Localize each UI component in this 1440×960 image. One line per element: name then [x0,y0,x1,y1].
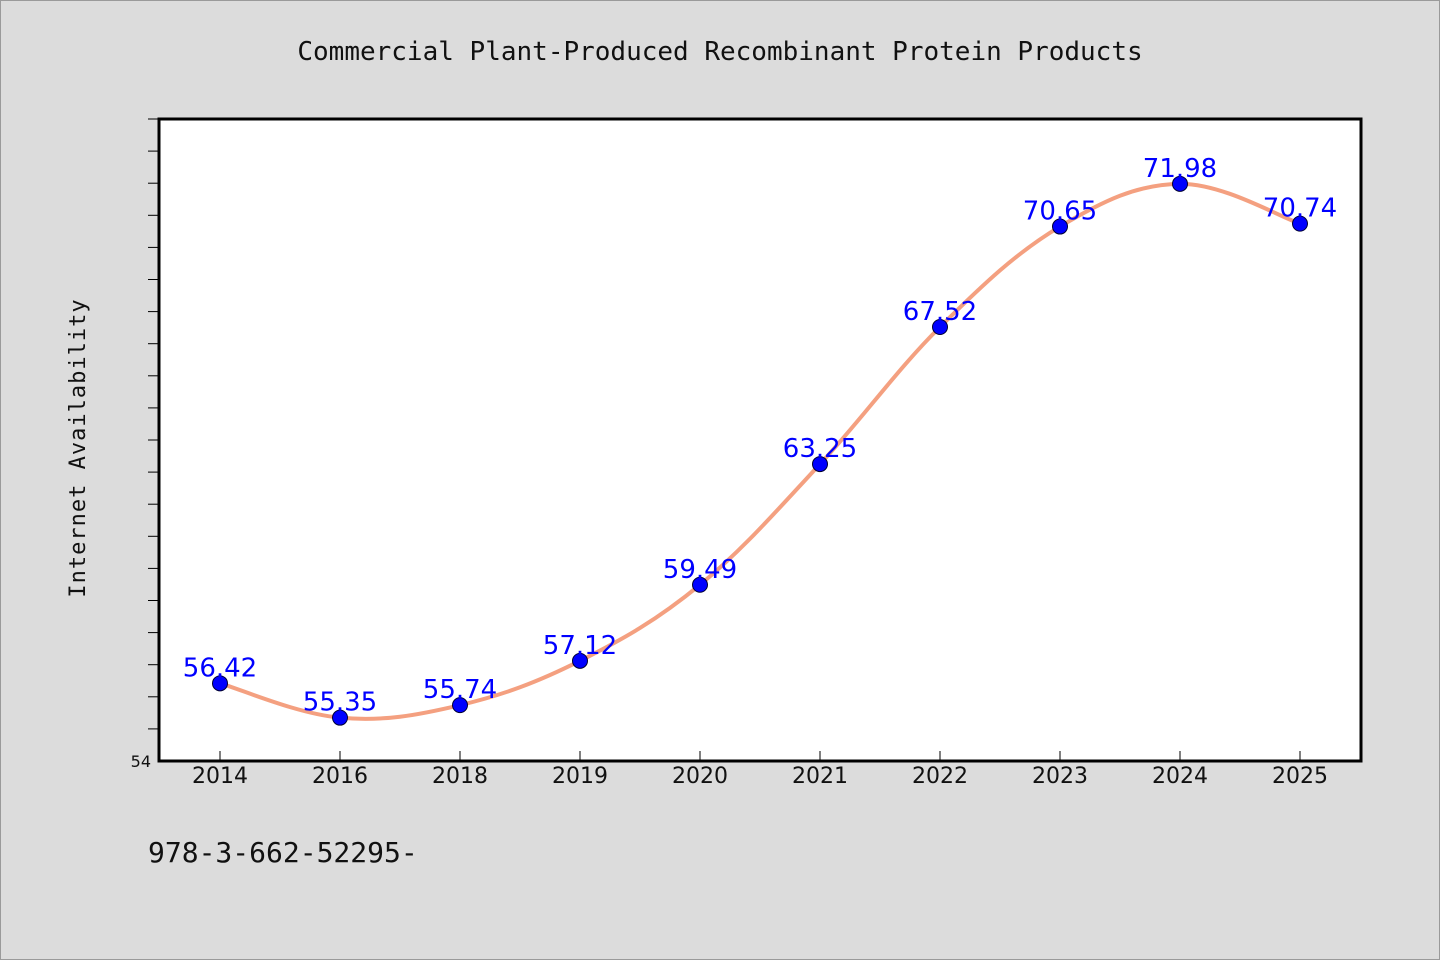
data-point [332,709,348,726]
series-line [219,181,1301,721]
data-point [1172,175,1188,192]
data-label: 70.65 [1023,197,1097,227]
data-labels-group: 56.42 55.35 55.74 57.12 59.49 63.25 67.52 70.65… [183,154,1337,718]
data-point [452,697,468,714]
plot-area [157,117,1363,763]
data-point [932,319,948,336]
x-tick-label: 2020 [672,764,728,789]
x-tick-label: 2021 [792,764,848,789]
footer-text: 978-3-662-52295- [148,836,418,869]
x-tick-label: 2025 [1272,764,1328,789]
x-axis-ticks: 2014 2016 2018 2019 2020 2021 2022 2023 2024 2025 [192,751,1328,789]
x-tick-label: 2022 [912,764,968,789]
data-label: 70.74 [1263,194,1337,224]
data-label: 63.25 [783,434,857,464]
series-line-group [219,181,1301,721]
data-point [692,576,708,593]
x-tick-label: 2019 [552,764,608,789]
data-label: 55.35 [303,688,377,718]
data-label: 59.49 [663,555,737,585]
data-point [1052,218,1068,235]
x-tick-label: 2016 [312,764,368,789]
series-points-group [212,175,1308,726]
data-point [812,456,828,473]
chart-title: Commercial Plant-Produced Recombinant Pr… [297,37,1142,67]
x-tick-label: 2018 [432,764,488,789]
y-axis-label: Internet Availability [66,298,91,597]
y-axis-ticks: 54 [131,118,159,771]
x-tick-label: 2024 [1152,764,1208,789]
data-label: 55.74 [423,675,497,705]
data-label: 71.98 [1143,154,1217,184]
x-tick-label: 2023 [1032,764,1088,789]
x-tick-label: 2014 [192,764,248,789]
data-point [572,652,588,669]
data-point [212,675,228,692]
data-label: 67.52 [903,297,977,327]
data-label: 56.42 [183,653,257,683]
y-tick-label: 54 [131,752,151,771]
data-point [1292,215,1308,232]
data-label: 57.12 [543,631,617,661]
